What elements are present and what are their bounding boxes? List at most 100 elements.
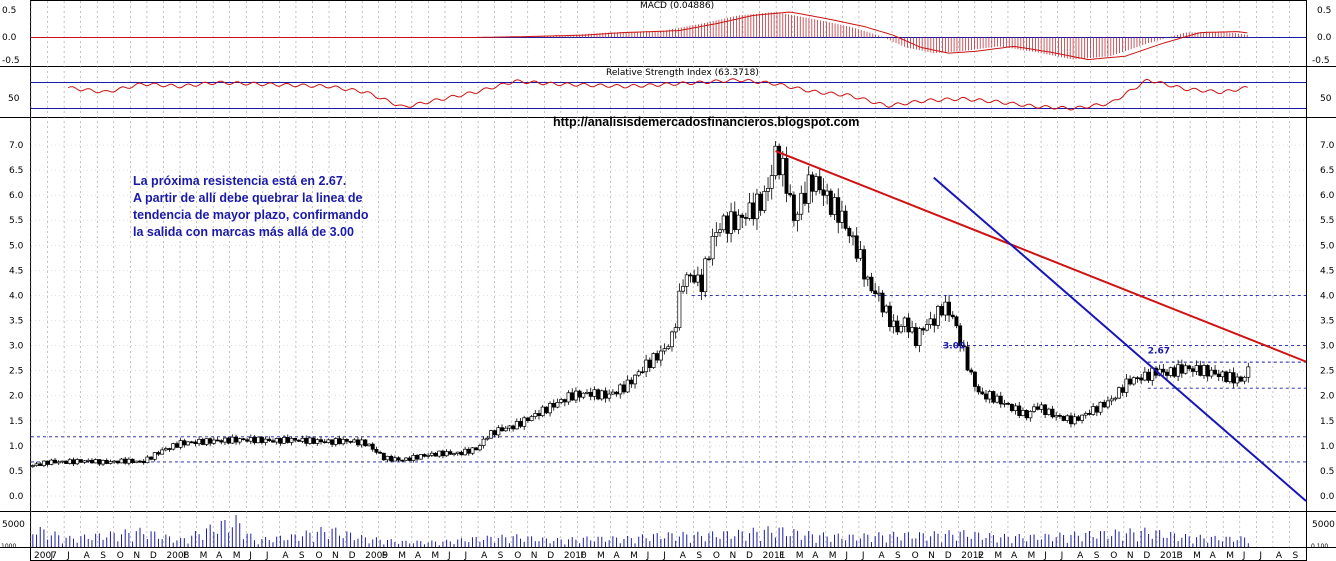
rsi-tick-right: 50 — [1320, 94, 1332, 104]
candle-body — [666, 346, 671, 350]
x-tick-label: J — [861, 551, 865, 561]
candle-body — [777, 145, 782, 176]
x-tick-label: M — [1193, 551, 1201, 561]
x-tick-label: M — [1028, 551, 1036, 561]
candle-body — [381, 452, 386, 461]
candle-body — [1083, 413, 1088, 416]
macd-tick-right-bottom: -0.5 — [1312, 56, 1330, 66]
candle-body — [551, 403, 556, 408]
candle-body — [319, 439, 323, 443]
candle-body — [740, 214, 745, 218]
candle-body — [237, 438, 242, 443]
candle-body — [573, 390, 578, 401]
y-tick-label-left: 2.0 — [9, 392, 24, 402]
candle-body — [396, 457, 401, 461]
horizontal-gridlines — [31, 144, 1306, 497]
candle-body — [511, 425, 516, 430]
candle-body — [1117, 387, 1121, 399]
y-tick-label-right: 4.5 — [1320, 266, 1334, 276]
x-tick-label: O — [117, 551, 124, 561]
candle-body — [625, 379, 630, 393]
candle-body — [71, 459, 76, 465]
candle-body — [496, 427, 501, 436]
candle-body — [45, 460, 50, 465]
x-tick-label: M — [630, 551, 638, 561]
candle-body — [784, 158, 789, 194]
candle-body — [1231, 372, 1236, 384]
candle-body — [1194, 365, 1199, 372]
candle-body — [1135, 377, 1140, 380]
candle-body — [193, 441, 198, 445]
x-tick-label: N — [133, 551, 140, 561]
candle-body — [263, 438, 268, 443]
candle-body — [851, 235, 855, 238]
candle-body — [695, 274, 700, 283]
candle-body — [965, 346, 970, 371]
candle-body — [1035, 406, 1040, 410]
x-tick-label: 2008 — [166, 551, 189, 561]
x-tick-label: J — [50, 551, 54, 561]
candle-body — [470, 447, 475, 454]
candle-body — [544, 406, 549, 414]
x-tick-label: A — [282, 551, 289, 561]
y-tick-label-left: 4.5 — [9, 266, 23, 276]
candle-body — [658, 350, 663, 361]
corner-label-left: 1000 — [1, 543, 16, 550]
candle-body — [769, 175, 774, 189]
candle-body — [825, 190, 830, 196]
candle-body — [548, 403, 553, 414]
candle-body — [411, 455, 416, 461]
candle-body — [186, 441, 190, 446]
candle-body — [555, 402, 560, 408]
candle-body — [1021, 410, 1025, 416]
candle-body — [400, 459, 405, 462]
candle-body — [950, 314, 955, 318]
candle-body — [1072, 416, 1077, 425]
candle-body — [995, 395, 1000, 403]
candle-body — [980, 391, 985, 395]
resistance-lines — [31, 294, 1306, 463]
x-tick-label: N — [928, 551, 935, 561]
candle-body — [1006, 402, 1011, 405]
level-labels: 2.67 3.00 — [943, 342, 1170, 357]
candle-body — [466, 448, 471, 454]
x-tick-label: 2011 — [763, 551, 786, 561]
candle-body — [1190, 368, 1195, 372]
candle-body — [1028, 411, 1033, 419]
candle-body — [130, 458, 135, 464]
candle-body — [119, 458, 124, 464]
candle-body — [1076, 416, 1081, 421]
candle-body — [97, 459, 102, 465]
trendline — [775, 150, 1307, 363]
candle-body — [285, 436, 290, 443]
x-tick-label: J — [1060, 551, 1064, 561]
candle-body — [821, 189, 826, 196]
candle-body — [1179, 364, 1184, 374]
rsi-panel: Relative Strength Index (63.3718) 50 50 — [8, 68, 1332, 111]
x-tick-label: M — [597, 551, 605, 561]
candle-body — [197, 438, 202, 445]
candle-body — [1176, 364, 1181, 377]
candle-body — [426, 454, 431, 457]
x-tick-label: 2013 — [1160, 551, 1183, 561]
volume-panel: 5000 5000 — [2, 515, 1335, 547]
candle-body — [108, 461, 113, 464]
candle-body — [322, 441, 327, 444]
candle-body — [93, 459, 98, 464]
candle-body — [1209, 369, 1214, 377]
x-tick-label: J — [447, 551, 451, 561]
candle-body — [271, 440, 275, 443]
candle-body — [437, 450, 442, 457]
candle-body — [134, 460, 139, 464]
candle-body — [1024, 410, 1029, 419]
price-y-ticks-left: 7.0 6.5 6.0 5.5 5.0 4.5 4.0 3.5 3.0 2.5 2.0 1.5 1.0 0… — [9, 141, 24, 502]
candle-body — [932, 318, 937, 326]
candle-body — [101, 459, 105, 465]
candle-body — [1246, 366, 1251, 378]
candle-body — [533, 413, 538, 417]
macd-tick-right-mid: 0.0 — [1317, 33, 1332, 43]
y-tick-label-left: 6.0 — [9, 191, 24, 201]
candle-body — [681, 285, 686, 292]
candle-body — [34, 463, 39, 466]
candle-body — [78, 459, 83, 463]
